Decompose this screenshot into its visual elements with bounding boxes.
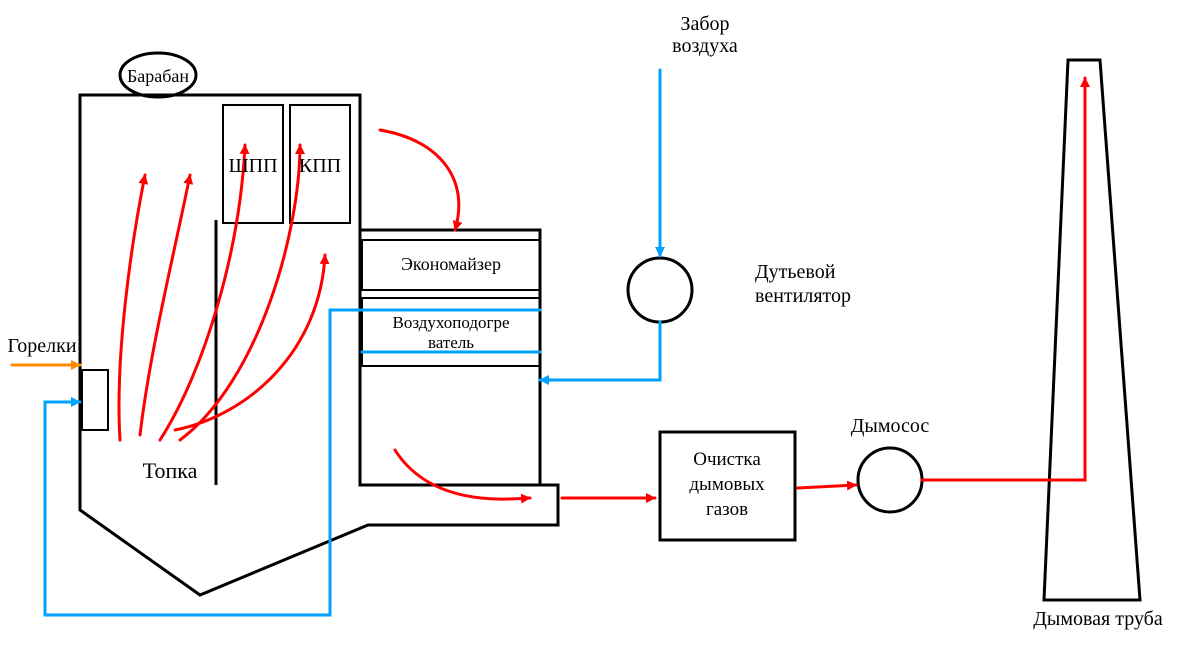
label: КПП [299, 155, 341, 177]
label: Горелки [7, 335, 76, 357]
node-blower_circle [628, 258, 692, 322]
label: воздуха [672, 35, 738, 57]
label: вентилятор [755, 285, 851, 307]
flow-gas_after_kpp [380, 130, 459, 230]
node-exhauster_circle [858, 448, 922, 512]
label: дымовых [689, 474, 765, 495]
label: Дутьевой [755, 261, 836, 283]
label: Дымовая труба [1033, 608, 1163, 630]
flow-flame3 [160, 145, 245, 440]
label: Топка [143, 458, 198, 483]
label: Барабан [127, 66, 189, 86]
node-chimney_poly [1044, 60, 1140, 600]
flow-air_after_fan [540, 322, 660, 380]
flow-flame1 [119, 175, 145, 440]
node-air_heater_box [362, 298, 540, 366]
label: Очистка [693, 449, 761, 470]
label: ватель [428, 333, 474, 352]
node-burner_box [82, 370, 108, 430]
label: Забор [680, 13, 729, 35]
label: Дымосос [851, 415, 930, 437]
label: ШПП [228, 155, 277, 177]
boiler-diagram: Барабан ШПП КПП Экономайзер Воздухоподогрева… [0, 0, 1200, 646]
flow-gas_to_chimney [922, 78, 1085, 480]
flow-gas_to_exhauster [798, 485, 856, 488]
label: Воздухоподогре [392, 313, 509, 332]
flow-flame5 [175, 255, 325, 430]
flow-gas_after_heaters [395, 450, 530, 499]
label: Экономайзер [401, 254, 501, 274]
label: газов [706, 499, 748, 520]
